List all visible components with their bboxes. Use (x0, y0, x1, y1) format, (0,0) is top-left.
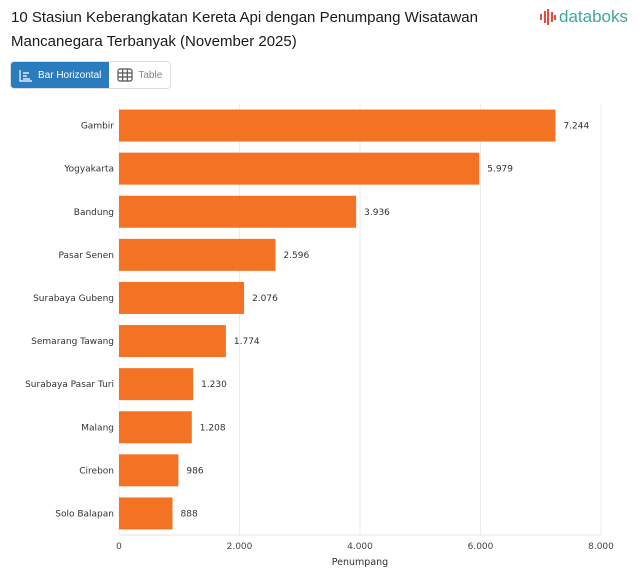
bar (119, 281, 245, 314)
data-label: 3.936 (364, 208, 390, 218)
category-label: Solo Balapan (55, 509, 114, 519)
category-label: Surabaya Pasar Turi (25, 380, 114, 390)
category-label: Cirebon (79, 466, 114, 476)
category-label: Bandung (74, 208, 114, 218)
data-label: 5.979 (487, 165, 513, 175)
logo-text: databoks (559, 7, 628, 26)
data-label: 7.244 (563, 122, 589, 132)
x-tick-label: 2.000 (227, 542, 253, 552)
x-axis-title: Penumpang (332, 557, 388, 568)
bar (119, 152, 480, 185)
x-tick-label: 6.000 (468, 542, 494, 552)
data-label: 888 (181, 509, 198, 519)
data-label: 986 (186, 466, 203, 476)
category-label: Pasar Senen (59, 251, 115, 261)
bar (119, 325, 226, 358)
chart-title: 10 Stasiun Keberangkatan Kereta Api deng… (11, 9, 478, 50)
bar (119, 411, 192, 444)
view-tabs: Bar Horizontal Table (10, 61, 172, 89)
category-label: Malang (81, 423, 114, 433)
category-label: Semarang Tawang (31, 337, 114, 347)
logo-mark-icon (540, 9, 556, 25)
data-label: 1.774 (234, 337, 260, 347)
databoks-logo: databoks (540, 7, 628, 27)
x-tick-label: 0 (116, 542, 122, 552)
data-label: 1.208 (200, 423, 226, 433)
category-label: Yogyakarta (63, 165, 114, 175)
bar (119, 368, 194, 401)
tab-label: Bar Horizontal (38, 69, 102, 81)
category-label: Surabaya Gubeng (33, 294, 114, 304)
x-tick-label: 8.000 (588, 542, 614, 552)
bar-chart-icon (19, 69, 32, 82)
data-label: 1.230 (201, 380, 227, 390)
bar (119, 195, 357, 228)
x-tick-label: 4.000 (347, 542, 373, 552)
bar (119, 238, 276, 271)
data-label: 2.596 (283, 251, 309, 261)
tab-table[interactable]: Table (109, 62, 171, 88)
tab-bar-horizontal[interactable]: Bar Horizontal (11, 62, 110, 88)
table-icon (117, 68, 133, 82)
bar (119, 497, 173, 530)
bar (119, 454, 179, 487)
data-label: 2.076 (252, 294, 278, 304)
bar (119, 109, 556, 142)
tab-label: Table (138, 69, 163, 81)
category-label: Gambir (81, 122, 114, 132)
